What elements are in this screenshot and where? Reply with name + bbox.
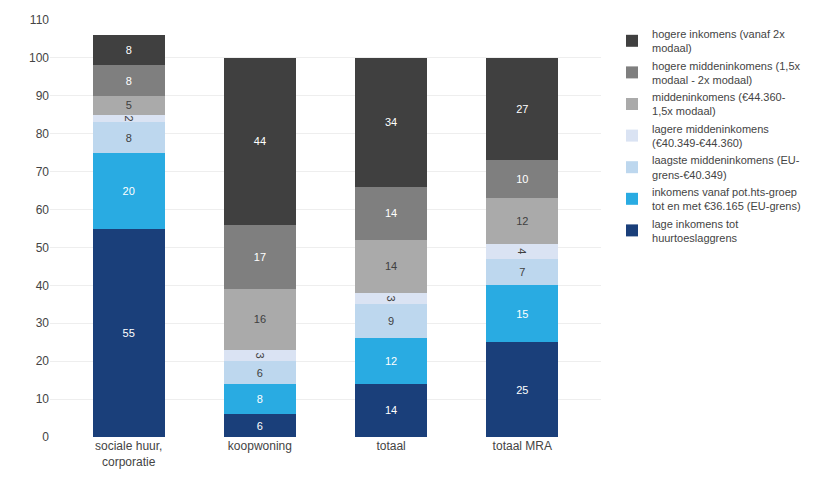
svg-text:hogere middeninkomens (1,5xmod: hogere middeninkomens (1,5xmodaal - 2x m… xyxy=(652,60,800,86)
svg-text:sociale huur,corporatie: sociale huur,corporatie xyxy=(95,439,162,469)
svg-text:80: 80 xyxy=(36,127,50,141)
svg-text:totaal: totaal xyxy=(376,439,405,453)
svg-text:110: 110 xyxy=(30,13,49,27)
svg-text:34: 34 xyxy=(385,116,397,128)
svg-text:44: 44 xyxy=(254,135,266,147)
svg-text:12: 12 xyxy=(385,355,397,367)
svg-text:5: 5 xyxy=(126,99,132,111)
svg-text:lagere middeninkomens(€40.349-: lagere middeninkomens(€40.349-€44.360) xyxy=(652,123,769,149)
svg-text:6: 6 xyxy=(257,420,263,432)
svg-text:totaal MRA: totaal MRA xyxy=(493,439,552,453)
svg-text:14: 14 xyxy=(385,404,397,416)
svg-text:20: 20 xyxy=(123,185,135,197)
svg-text:25: 25 xyxy=(516,384,528,396)
svg-text:55: 55 xyxy=(123,327,135,339)
svg-text:15: 15 xyxy=(516,308,528,320)
svg-text:17: 17 xyxy=(254,251,266,263)
svg-text:3: 3 xyxy=(254,352,266,358)
svg-text:50: 50 xyxy=(36,241,50,255)
svg-text:14: 14 xyxy=(385,260,397,272)
svg-text:10: 10 xyxy=(516,173,528,185)
svg-text:4: 4 xyxy=(516,248,528,254)
svg-text:2: 2 xyxy=(123,115,135,121)
svg-text:8: 8 xyxy=(126,75,132,87)
svg-text:12: 12 xyxy=(516,215,528,227)
svg-text:27: 27 xyxy=(516,103,528,115)
svg-text:inkomens vanaf pot.hts-groepto: inkomens vanaf pot.hts-groeptot en met €… xyxy=(652,186,801,212)
svg-text:hogere inkomens (vanaf 2xmodaa: hogere inkomens (vanaf 2xmodaal) xyxy=(652,28,785,54)
svg-text:90: 90 xyxy=(36,89,50,103)
svg-text:7: 7 xyxy=(519,266,525,278)
svg-text:3: 3 xyxy=(385,296,397,302)
svg-text:laagste middeninkomens (EU-gre: laagste middeninkomens (EU-grens-€40.349… xyxy=(652,154,800,180)
svg-text:8: 8 xyxy=(126,44,132,56)
svg-text:8: 8 xyxy=(257,393,263,405)
svg-text:16: 16 xyxy=(254,313,266,325)
svg-text:60: 60 xyxy=(36,203,50,217)
svg-text:koopwoning: koopwoning xyxy=(228,439,292,453)
svg-text:14: 14 xyxy=(385,207,397,219)
svg-text:6: 6 xyxy=(257,367,263,379)
svg-text:8: 8 xyxy=(126,132,132,144)
svg-text:100: 100 xyxy=(29,51,49,65)
svg-text:0: 0 xyxy=(42,430,49,444)
svg-text:40: 40 xyxy=(36,279,50,293)
svg-text:70: 70 xyxy=(36,165,50,179)
svg-text:20: 20 xyxy=(36,354,50,368)
svg-text:middeninkomens (€44.360-1,5x m: middeninkomens (€44.360-1,5x modaal) xyxy=(652,91,786,117)
svg-text:lage inkomens tothuurtoeslaggr: lage inkomens tothuurtoeslaggrens xyxy=(652,218,738,244)
svg-text:10: 10 xyxy=(36,392,50,406)
svg-text:9: 9 xyxy=(388,315,394,327)
svg-text:30: 30 xyxy=(36,316,50,330)
